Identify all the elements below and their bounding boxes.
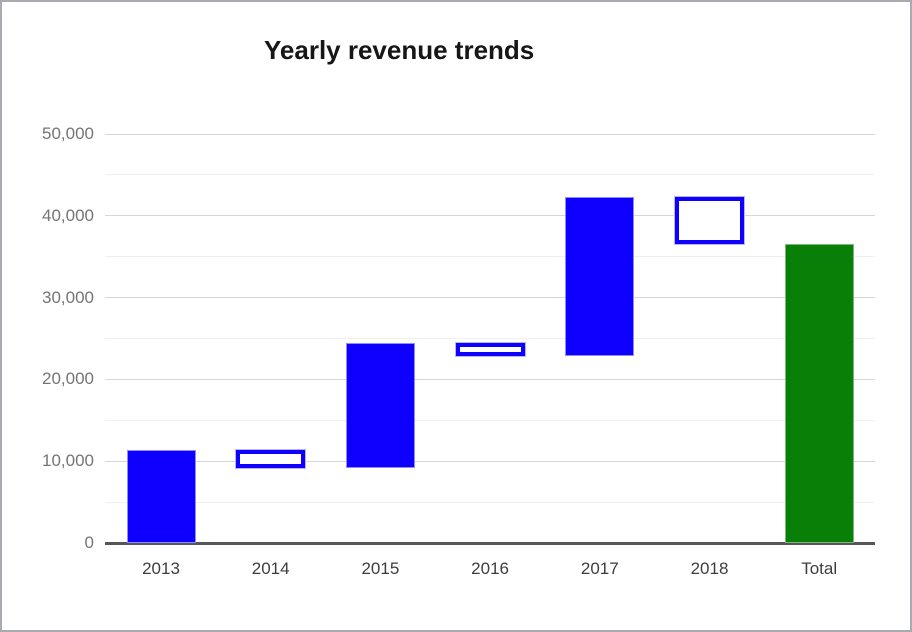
y-axis-tick-label: 40,000	[42, 205, 94, 225]
bar-2018[interactable]	[675, 196, 744, 245]
y-axis-tick-label: 0	[84, 533, 94, 552]
gridline-major	[105, 215, 875, 217]
bar-2016[interactable]	[455, 342, 525, 357]
x-axis-category-label: 2016	[471, 559, 509, 578]
bar-2013[interactable]	[126, 449, 196, 543]
x-axis-category-label: 2017	[580, 559, 619, 578]
gridline-major	[105, 297, 875, 299]
bar-total[interactable]	[784, 244, 854, 543]
x-axis-category-label: 2014	[251, 559, 290, 578]
gridline-major	[105, 378, 875, 380]
x-axis-baseline	[105, 541, 875, 545]
bar-2014[interactable]	[236, 449, 306, 468]
y-axis-tick-label: 30,000	[42, 287, 94, 307]
chart-title: Yearly revenue trends	[264, 35, 535, 65]
y-axis-tick-label: 10,000	[42, 451, 94, 471]
x-axis-category-label: 2018	[690, 559, 729, 578]
bar-2017[interactable]	[565, 196, 635, 357]
gridline-major	[105, 133, 875, 135]
x-axis-category-label: 2013	[142, 559, 180, 578]
gridline-minor	[105, 338, 875, 339]
y-axis-tick-label: 20,000	[42, 369, 94, 389]
gridline-major	[105, 460, 875, 462]
gridline-minor	[105, 256, 875, 258]
gridline-minor	[105, 174, 875, 176]
bar-2015[interactable]	[345, 342, 415, 468]
gridline-minor	[105, 501, 875, 503]
y-axis-tick-label: 50,000	[42, 124, 94, 143]
x-axis-category-label: 2015	[361, 559, 400, 578]
x-axis-category-label: Total	[801, 559, 838, 578]
gridline-minor	[105, 419, 875, 421]
